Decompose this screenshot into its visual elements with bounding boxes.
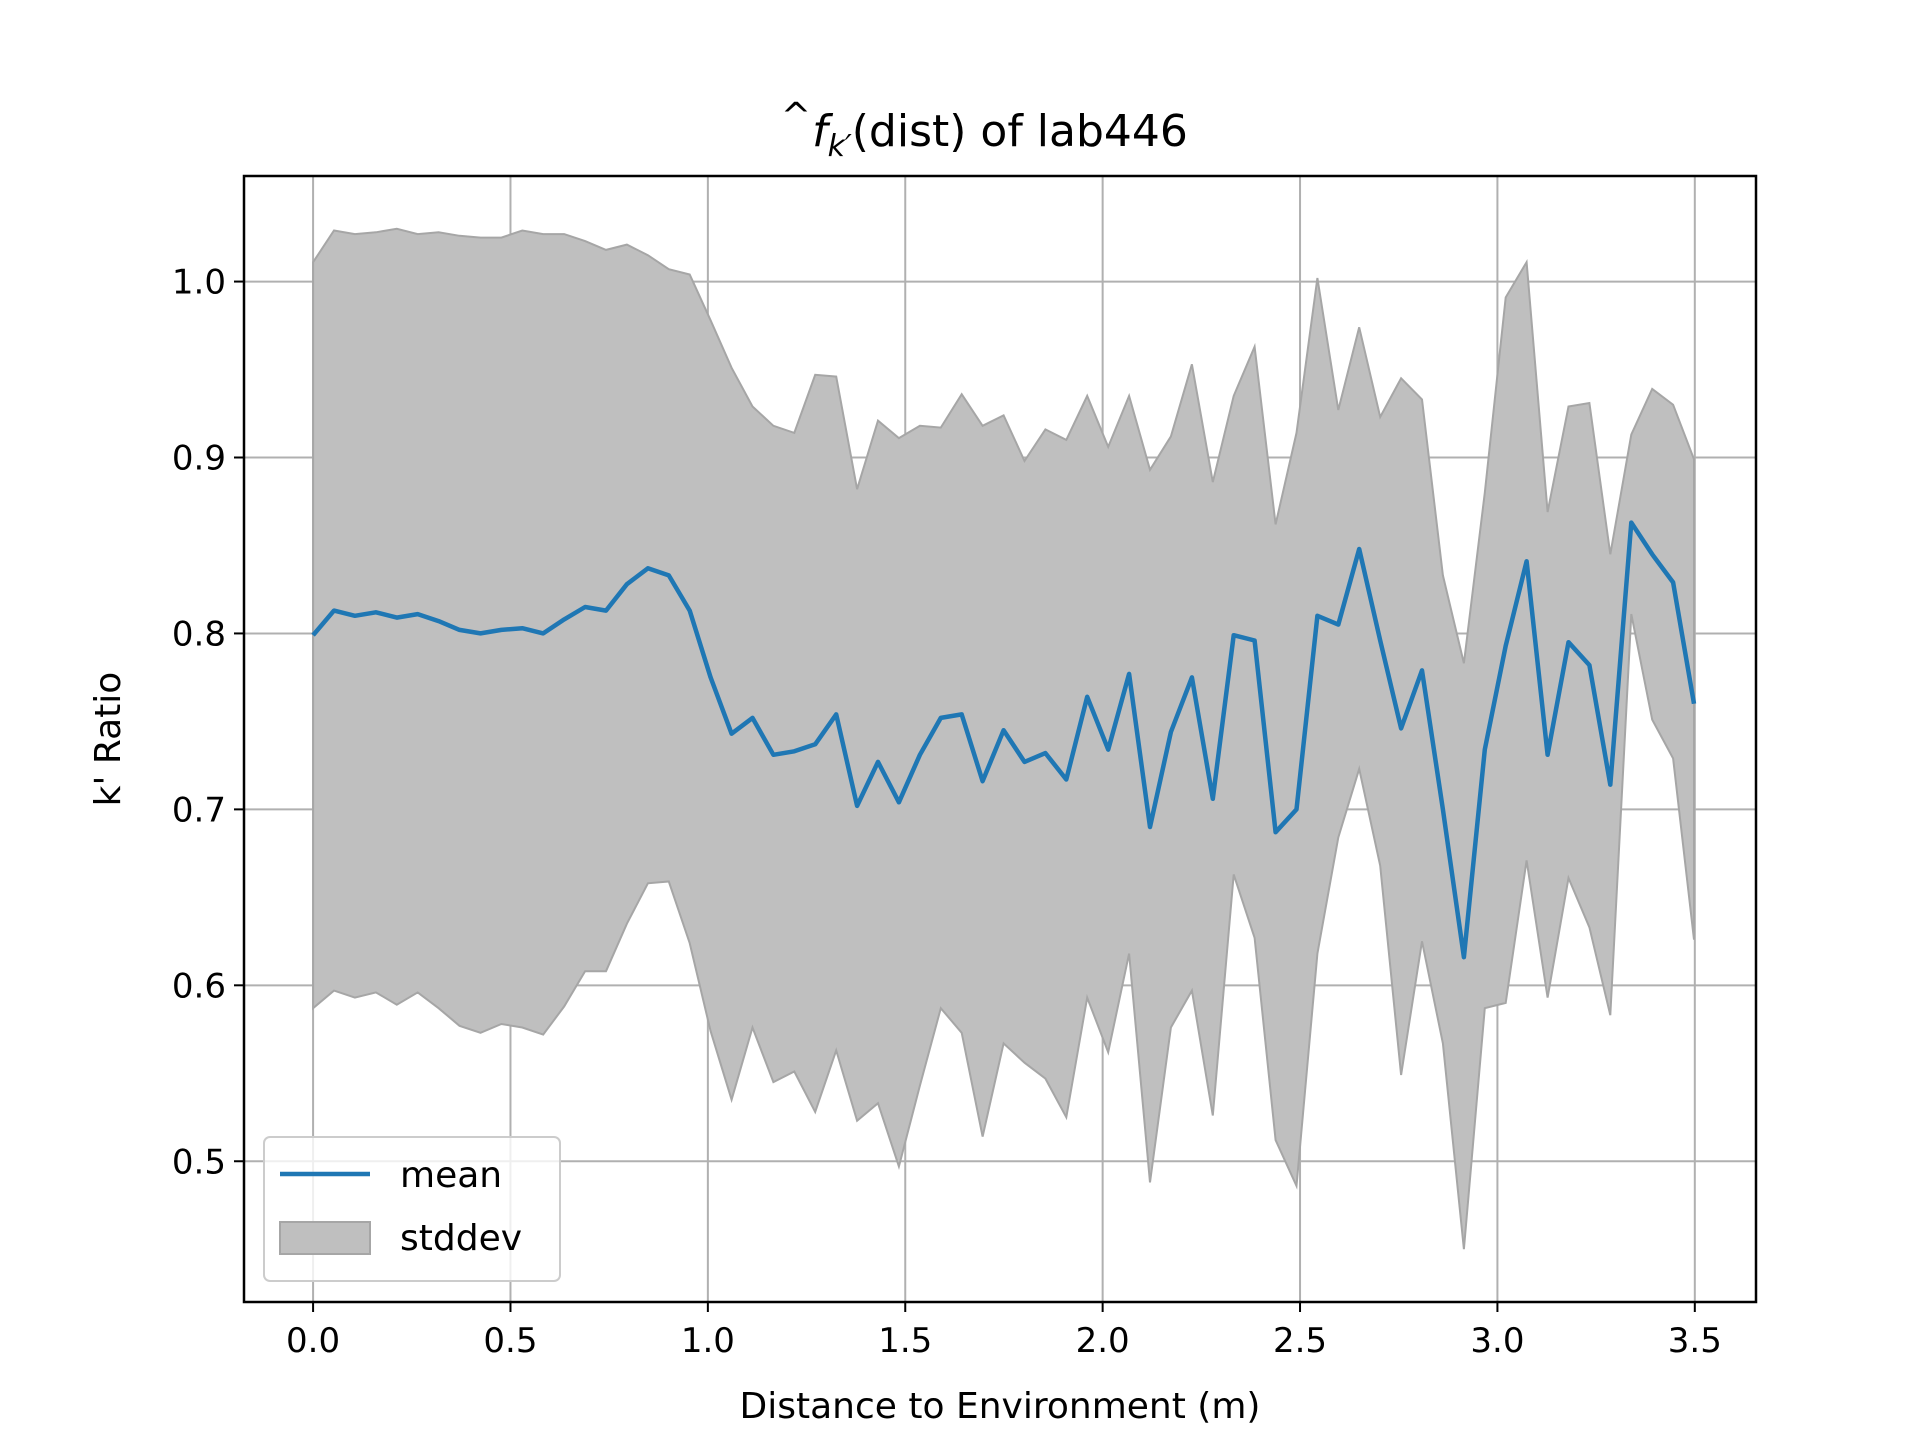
- x-axis-ticks: 0.0 0.5 1.0 1.5 2.0 2.5 3.0 3.5: [286, 1302, 1722, 1361]
- mean-point: [771, 753, 775, 757]
- mean-point: [1483, 748, 1487, 752]
- y-axis-ticks: 0.5 0.6 0.7 0.8 0.9 1.0: [172, 263, 244, 1182]
- mean-point: [437, 619, 441, 623]
- mean-line: [311, 520, 1697, 960]
- y-tick-label: 0.9: [172, 439, 226, 479]
- mean-point: [1148, 825, 1152, 829]
- mean-point: [1211, 797, 1215, 801]
- mean-point: [541, 631, 545, 635]
- y-tick-label: 0.7: [172, 790, 226, 830]
- y-axis-label: k' Ratio: [88, 672, 129, 807]
- mean-point: [1043, 751, 1047, 755]
- y-tick-label: 1.0: [172, 263, 226, 303]
- mean-point: [332, 609, 336, 613]
- mean-point: [688, 609, 692, 613]
- mean-point: [730, 732, 734, 736]
- x-tick-label: 1.5: [878, 1321, 932, 1361]
- mean-point: [876, 760, 880, 764]
- mean-point: [897, 800, 901, 804]
- mean-point: [1566, 640, 1570, 644]
- mean-point: [1525, 559, 1529, 563]
- mean-point: [1608, 783, 1612, 787]
- mean-point: [960, 712, 964, 716]
- legend-stddev-label: stddev: [400, 1218, 522, 1259]
- mean-point: [1294, 807, 1298, 811]
- mean-point: [981, 779, 985, 783]
- mean-point: [792, 749, 796, 753]
- x-axis-label: Distance to Environment (m): [740, 1386, 1261, 1427]
- mean-point: [1692, 702, 1696, 706]
- mean-point: [1650, 552, 1654, 556]
- mean-point: [374, 610, 378, 614]
- mean-point: [1504, 644, 1508, 648]
- stddev-band: [312, 227, 1695, 1250]
- mean-point: [478, 631, 482, 635]
- y-tick-label: 0.5: [172, 1142, 226, 1182]
- mean-point: [1022, 760, 1026, 764]
- mean-point: [416, 612, 420, 616]
- mean-point: [1546, 753, 1550, 757]
- mean-point: [395, 616, 399, 620]
- mean-point: [1441, 807, 1445, 811]
- mean-point: [1671, 580, 1675, 584]
- mean-point: [353, 614, 357, 618]
- legend: mean stddev: [263, 1136, 561, 1282]
- title-subscript: k′: [828, 129, 852, 164]
- x-tick-label: 0.5: [483, 1321, 537, 1361]
- mean-point: [1064, 777, 1068, 781]
- mean-point: [499, 628, 503, 632]
- mean-point: [1253, 638, 1257, 642]
- x-tick-label: 3.5: [1668, 1321, 1722, 1361]
- x-tick-label: 2.5: [1273, 1321, 1327, 1361]
- y-tick-label: 0.8: [172, 614, 226, 654]
- mean-point: [1127, 672, 1131, 676]
- mean-point: [1420, 668, 1424, 672]
- mean-point: [604, 609, 608, 613]
- mean-point: [1190, 675, 1194, 679]
- chart-title: fk′(dist) of lab446: [812, 106, 1188, 164]
- mean-point: [458, 628, 462, 632]
- mean-point: [667, 573, 671, 577]
- y-tick-label: 0.6: [172, 966, 226, 1006]
- mean-point: [939, 716, 943, 720]
- mean-point: [1587, 663, 1591, 667]
- mean-point: [1274, 830, 1278, 834]
- x-tick-label: 3.0: [1470, 1321, 1524, 1361]
- mean-point: [1106, 748, 1110, 752]
- mean-point: [1378, 638, 1382, 642]
- mean-point: [520, 626, 524, 630]
- mean-point: [562, 617, 566, 621]
- plot-frame: [242, 174, 1758, 1304]
- mean-point: [1357, 547, 1361, 551]
- mean-point: [1629, 521, 1633, 525]
- mean-point: [625, 582, 629, 586]
- x-tick-label: 0.0: [286, 1321, 340, 1361]
- mean-point: [311, 633, 315, 637]
- mean-point: [834, 712, 838, 716]
- title-text: (dist) of lab446: [852, 106, 1188, 157]
- x-tick-label: 2.0: [1076, 1321, 1130, 1361]
- legend-stddev-swatch: [279, 1221, 371, 1255]
- mean-point: [918, 753, 922, 757]
- mean-point: [1399, 726, 1403, 730]
- mean-point: [1232, 633, 1236, 637]
- mean-point: [1336, 623, 1340, 627]
- mean-point: [813, 742, 817, 746]
- mean-point: [646, 566, 650, 570]
- mean-point: [1462, 955, 1466, 959]
- mean-point: [1002, 728, 1006, 732]
- mean-point: [1169, 730, 1173, 734]
- mean-point: [750, 716, 754, 720]
- mean-point: [1085, 695, 1089, 699]
- title-hat: ^: [781, 96, 811, 137]
- mean-point: [1315, 614, 1319, 618]
- x-tick-label: 1.0: [681, 1321, 735, 1361]
- mean-point: [855, 804, 859, 808]
- mean-point: [583, 605, 587, 609]
- mean-point: [709, 675, 713, 679]
- legend-mean-label: mean: [400, 1155, 502, 1196]
